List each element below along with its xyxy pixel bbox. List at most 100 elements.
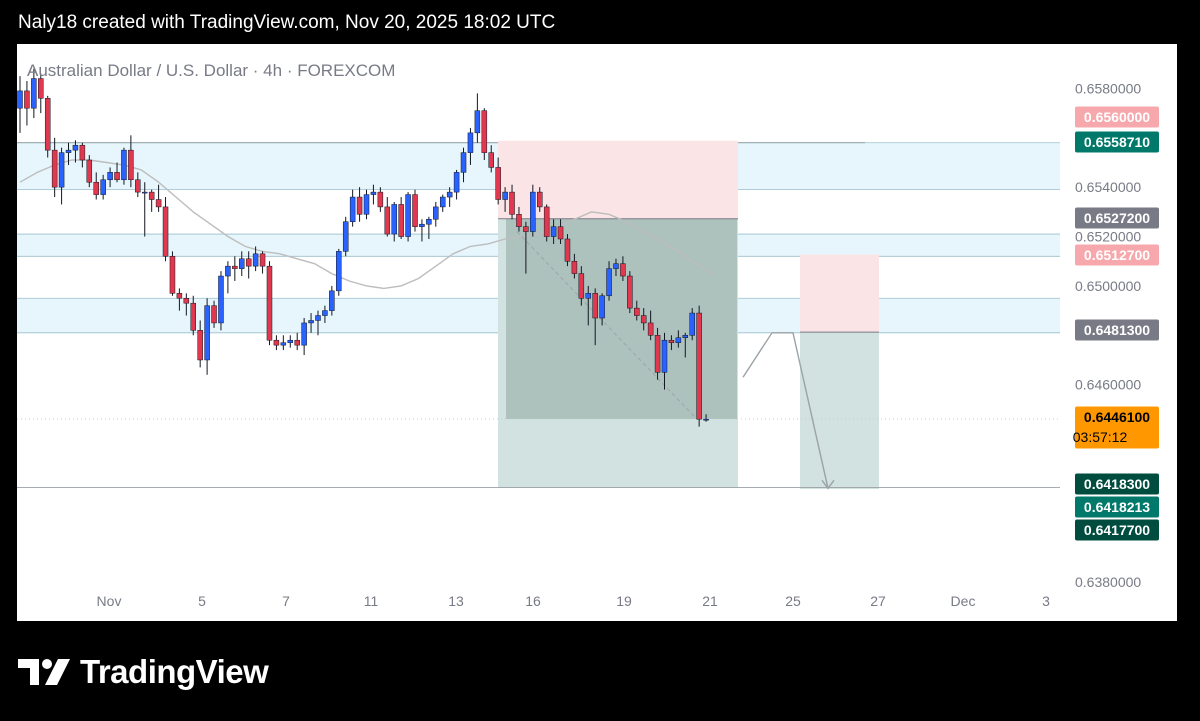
- candle: [620, 263, 626, 277]
- candle: [252, 253, 259, 267]
- y-axis-tick-label: 0.6580000: [1075, 80, 1141, 96]
- moving-average-line: [19, 159, 714, 290]
- y-axis-tick-label: 0.6540000: [1075, 179, 1141, 195]
- candle: [640, 315, 647, 324]
- x-axis-tick-label: 3: [1042, 593, 1050, 609]
- candle: [599, 295, 605, 319]
- y-axis-tick-label: 0.6380000: [1075, 574, 1141, 590]
- candle: [530, 191, 536, 232]
- candle: [543, 206, 550, 237]
- short-position-2-stop-zone[interactable]: [800, 254, 879, 333]
- x-axis-tick-label: 11: [364, 593, 379, 609]
- candle: [121, 149, 127, 181]
- candle: [273, 339, 280, 346]
- chart-title: Australian Dollar / U.S. Dollar · 4h · F…: [27, 61, 395, 80]
- candle: [661, 339, 668, 373]
- price-axis-label-text: 0.6560000: [1084, 109, 1150, 125]
- candle: [585, 293, 592, 299]
- candle: [79, 144, 86, 161]
- candle: [606, 268, 612, 297]
- candle: [197, 330, 203, 361]
- candle: [627, 275, 633, 309]
- short-position-2-target-zone[interactable]: [800, 332, 879, 490]
- x-axis-tick-label: Dec: [951, 593, 976, 609]
- x-axis-tick-label: 5: [198, 593, 206, 609]
- candle: [204, 305, 210, 361]
- candle: [516, 214, 522, 227]
- price-axis-label-text: 0.6417700: [1084, 522, 1150, 538]
- candle: [550, 226, 557, 237]
- candle: [647, 322, 654, 336]
- candle: [675, 337, 682, 343]
- candle: [72, 144, 79, 151]
- candle: [571, 260, 578, 274]
- candle: [467, 132, 474, 153]
- price-chart[interactable]: 0.6580000 0.6540000 0.6520000 0.6500000 0.64…: [17, 44, 1177, 621]
- candle: [509, 191, 515, 215]
- candle: [148, 191, 155, 200]
- price-axis-label: [1075, 496, 1159, 518]
- chart-frame[interactable]: 0.6580000 0.6540000 0.6520000 0.6500000 0.64…: [17, 44, 1177, 621]
- candle: [342, 221, 349, 252]
- candle: [446, 191, 453, 198]
- candle: [405, 194, 411, 237]
- candle: [654, 335, 661, 373]
- candle: [100, 179, 106, 195]
- candle: [141, 191, 148, 194]
- price-axis-label-text: 0.6558710: [1084, 134, 1150, 150]
- candle: [315, 315, 321, 321]
- candle: [190, 302, 196, 331]
- y-axis-tick-label: 0.6520000: [1075, 229, 1141, 245]
- candle: [426, 219, 432, 225]
- candle: [433, 206, 439, 220]
- candle: [31, 78, 37, 109]
- candle: [523, 226, 529, 232]
- price-axis-label: [1075, 473, 1159, 495]
- candle: [391, 204, 397, 235]
- candle: [377, 191, 384, 208]
- price-axis-label-text: 0.6446100: [1084, 409, 1150, 425]
- y-axis-tick-label: 0.6460000: [1075, 377, 1141, 393]
- candle: [107, 172, 113, 181]
- candle: [336, 251, 342, 292]
- candle: [239, 258, 245, 269]
- candle: [245, 258, 252, 267]
- short-position-filled-area: [506, 218, 737, 419]
- projection-path: [742, 332, 829, 489]
- price-axis-label: [1075, 106, 1159, 128]
- candle: [419, 223, 425, 227]
- candle: [65, 149, 72, 153]
- x-axis-tick-label: Nov: [97, 593, 122, 609]
- candle: [668, 339, 675, 343]
- price-axis-label: [1075, 207, 1159, 229]
- candle: [135, 179, 141, 193]
- candle: [114, 172, 120, 181]
- candle: [176, 293, 183, 299]
- candle: [356, 196, 363, 215]
- candle: [93, 181, 99, 195]
- candle: [17, 90, 23, 109]
- price-axis-label-text: 0.6418213: [1084, 499, 1150, 515]
- candle: [225, 265, 231, 277]
- candle: [578, 273, 585, 299]
- trend-line-dashed: [516, 231, 698, 420]
- candle: [86, 159, 93, 183]
- candle: [259, 253, 266, 267]
- price-axis-label: [1075, 131, 1159, 153]
- candle: [169, 256, 176, 294]
- candle: [266, 265, 273, 341]
- tradingview-brand: TradingView: [80, 653, 269, 690]
- x-axis-tick-label: 21: [702, 593, 718, 609]
- candle: [564, 238, 571, 262]
- bar-countdown-text: 03:57:12: [1073, 429, 1128, 445]
- candle: [58, 152, 65, 188]
- candle: [38, 78, 44, 99]
- candle: [162, 206, 169, 257]
- candle: [51, 149, 58, 188]
- candle: [322, 310, 328, 316]
- candle: [24, 90, 30, 109]
- price-axis-label: [1075, 406, 1159, 449]
- candle: [502, 191, 508, 200]
- x-axis-tick-label: 27: [870, 593, 886, 609]
- chart-header: Naly18 created with TradingView.com, Nov…: [18, 12, 556, 33]
